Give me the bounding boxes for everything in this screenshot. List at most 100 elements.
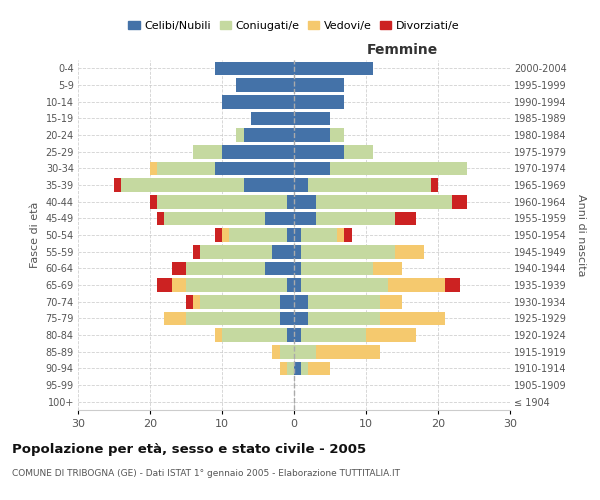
Bar [222, 228, 229, 242]
Bar [294, 62, 373, 75]
Bar [272, 245, 294, 258]
Bar [301, 245, 395, 258]
Bar [294, 262, 301, 275]
Bar [193, 145, 222, 158]
Bar [287, 362, 294, 375]
Bar [265, 262, 294, 275]
Bar [164, 212, 265, 225]
Bar [301, 362, 308, 375]
Bar [344, 145, 373, 158]
Bar [236, 128, 244, 142]
Legend: Celibi/Nubili, Coniugati/e, Vedovi/e, Divorziati/e: Celibi/Nubili, Coniugati/e, Vedovi/e, Di… [124, 16, 464, 36]
Bar [330, 128, 344, 142]
Bar [294, 278, 301, 292]
Bar [294, 228, 301, 242]
Bar [294, 128, 330, 142]
Bar [287, 195, 294, 208]
Bar [294, 295, 308, 308]
Y-axis label: Fasce di età: Fasce di età [30, 202, 40, 268]
Bar [373, 262, 402, 275]
Bar [308, 295, 380, 308]
Bar [431, 178, 438, 192]
Bar [316, 195, 452, 208]
Bar [301, 278, 388, 292]
Bar [294, 112, 330, 125]
Bar [229, 228, 287, 242]
Bar [222, 95, 294, 108]
Bar [272, 345, 280, 358]
Bar [287, 278, 294, 292]
Bar [215, 328, 222, 342]
Bar [157, 162, 215, 175]
Bar [294, 245, 301, 258]
Bar [301, 328, 366, 342]
Bar [172, 278, 186, 292]
Bar [150, 195, 157, 208]
Bar [294, 95, 344, 108]
Bar [316, 212, 395, 225]
Bar [452, 195, 467, 208]
Bar [308, 178, 431, 192]
Bar [294, 212, 316, 225]
Bar [193, 295, 200, 308]
Bar [222, 145, 294, 158]
Bar [287, 228, 294, 242]
Bar [294, 145, 344, 158]
Bar [200, 295, 280, 308]
Bar [157, 195, 287, 208]
Bar [244, 128, 294, 142]
Bar [193, 245, 200, 258]
Bar [244, 178, 294, 192]
Bar [294, 78, 344, 92]
Bar [308, 312, 380, 325]
Bar [380, 312, 445, 325]
Bar [157, 212, 164, 225]
Text: Femmine: Femmine [367, 42, 437, 56]
Bar [251, 112, 294, 125]
Bar [445, 278, 460, 292]
Bar [164, 312, 186, 325]
Bar [330, 162, 467, 175]
Bar [395, 212, 416, 225]
Bar [287, 328, 294, 342]
Text: Popolazione per età, sesso e stato civile - 2005: Popolazione per età, sesso e stato civil… [12, 442, 366, 456]
Bar [215, 62, 294, 75]
Bar [294, 162, 330, 175]
Bar [200, 245, 272, 258]
Bar [388, 278, 445, 292]
Bar [236, 78, 294, 92]
Bar [121, 178, 244, 192]
Bar [157, 278, 172, 292]
Bar [215, 228, 222, 242]
Bar [308, 362, 330, 375]
Y-axis label: Anni di nascita: Anni di nascita [577, 194, 586, 276]
Bar [294, 328, 301, 342]
Bar [114, 178, 121, 192]
Bar [294, 312, 308, 325]
Bar [316, 345, 380, 358]
Bar [172, 262, 186, 275]
Bar [294, 195, 316, 208]
Bar [265, 212, 294, 225]
Bar [280, 345, 294, 358]
Bar [186, 278, 287, 292]
Bar [186, 262, 265, 275]
Bar [366, 328, 416, 342]
Bar [301, 228, 337, 242]
Bar [280, 312, 294, 325]
Bar [380, 295, 402, 308]
Bar [280, 295, 294, 308]
Bar [344, 228, 352, 242]
Bar [280, 362, 287, 375]
Bar [222, 328, 287, 342]
Bar [337, 228, 344, 242]
Bar [294, 345, 316, 358]
Bar [395, 245, 424, 258]
Bar [215, 162, 294, 175]
Bar [294, 362, 301, 375]
Bar [150, 162, 157, 175]
Bar [294, 178, 308, 192]
Bar [186, 312, 280, 325]
Bar [301, 262, 373, 275]
Text: COMUNE DI TRIBOGNA (GE) - Dati ISTAT 1° gennaio 2005 - Elaborazione TUTTITALIA.I: COMUNE DI TRIBOGNA (GE) - Dati ISTAT 1° … [12, 469, 400, 478]
